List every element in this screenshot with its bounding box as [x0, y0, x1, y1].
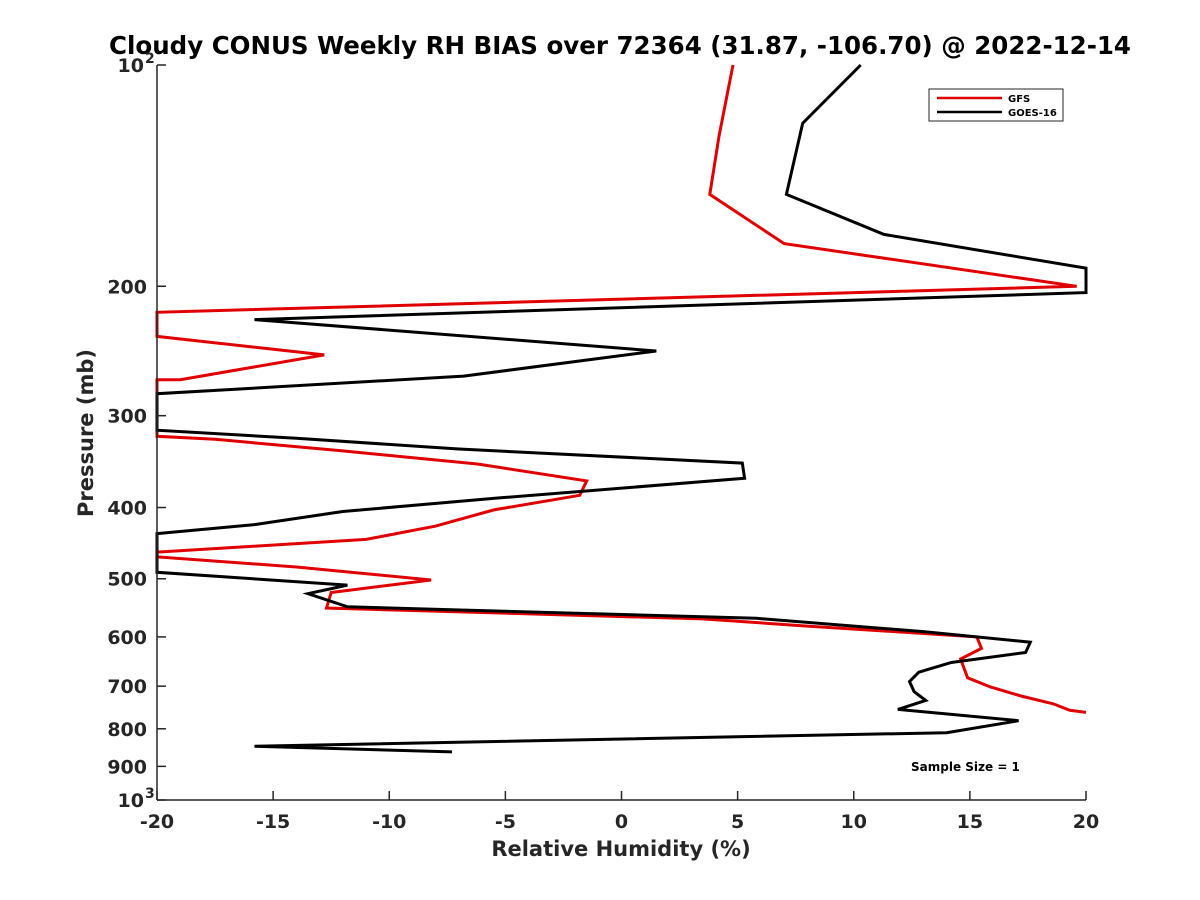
y-tick-exponent: 3 [145, 786, 155, 802]
plot-area: -20 -15 -10 -5 0 5 10 15 20 10 220030040050060070… [107, 51, 1099, 833]
x-tick-label: -20 [140, 811, 174, 833]
chart-title: Cloudy CONUS Weekly RH BIAS over 72364 (… [109, 31, 1131, 60]
y-tick-label: 500 [107, 569, 147, 591]
x-tick-label: -5 [495, 811, 516, 833]
y-axis-label: Pressure (mb) [74, 349, 98, 517]
sample-size-annotation: Sample Size = 1 [911, 760, 1020, 774]
y-tick-label: 400 [107, 498, 147, 520]
x-tick-label: -10 [372, 811, 406, 833]
legend: GFS GOES-16 [928, 88, 1064, 122]
x-axis-label: Relative Humidity (%) [491, 837, 750, 861]
y-tick-label: 300 [107, 406, 147, 428]
legend-box [928, 88, 1064, 122]
x-tick-label: 5 [731, 811, 744, 833]
plot-background [157, 65, 1086, 800]
y-tick-exponent: 2 [145, 51, 155, 67]
y-tick-label: 10 [118, 55, 144, 77]
x-tick-label: -15 [256, 811, 290, 833]
x-tick-label: 10 [841, 811, 867, 833]
x-tick-label: 0 [615, 811, 628, 833]
x-tick-label: 15 [957, 811, 983, 833]
legend-label-gfs: GFS [1008, 94, 1030, 105]
y-tick-label: 10 [118, 790, 144, 812]
legend-label-goes-16: GOES-16 [1008, 108, 1057, 119]
y-tick-label: 200 [107, 276, 147, 298]
x-ticks: -20 -15 -10 -5 0 5 10 15 20 [140, 791, 1099, 833]
y-tick-label: 600 [107, 627, 147, 649]
x-tick-label: 20 [1073, 811, 1099, 833]
y-tick-label: 800 [107, 719, 147, 741]
y-tick-label: 700 [107, 676, 147, 698]
y-tick-label: 900 [107, 756, 147, 778]
